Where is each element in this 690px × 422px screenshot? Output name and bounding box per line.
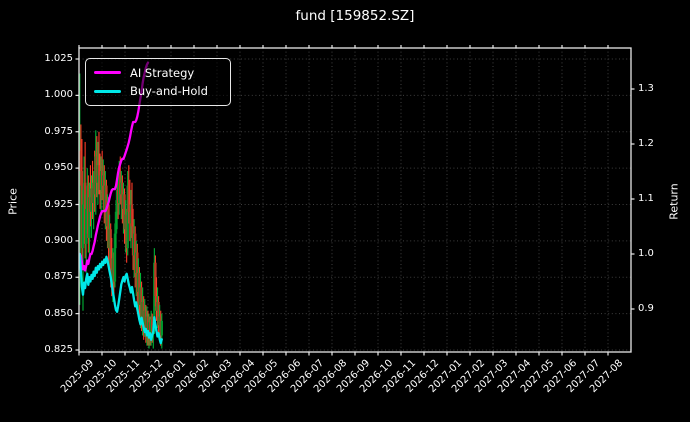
candle-body xyxy=(154,262,157,297)
buy-and-hold-line xyxy=(78,252,163,345)
ai-strategy-line xyxy=(78,61,150,272)
price-tick-label: 0.900 xyxy=(44,234,73,246)
buy-and-hold-line-swatch xyxy=(94,89,121,93)
candle-body xyxy=(107,204,110,249)
candle-body xyxy=(114,211,118,234)
candle-body xyxy=(79,150,83,172)
price-tick-label: 0.825 xyxy=(44,344,73,355)
legend: AI Strategy Buy-and-Hold xyxy=(85,58,231,106)
return-axis-label: Return xyxy=(667,183,681,220)
price-tick-label: 0.875 xyxy=(44,271,73,283)
candle-body xyxy=(153,262,156,332)
candle-body xyxy=(126,185,129,249)
legend-label-ai-strategy: AI Strategy xyxy=(130,65,195,80)
return-tick-label: 1.2 xyxy=(638,138,654,149)
price-tick-label: 0.975 xyxy=(44,125,73,137)
candle-body xyxy=(81,204,85,249)
candle-body xyxy=(97,165,101,176)
candle-body xyxy=(88,197,91,238)
legend-entry-buy-and-hold: Buy-and-Hold xyxy=(94,84,222,98)
candle-body xyxy=(130,204,134,227)
price-tick-label: 0.850 xyxy=(44,307,73,319)
legend-entry-ai-strategy: AI Strategy xyxy=(94,66,222,80)
return-tick-label: 1.0 xyxy=(638,248,654,259)
candle-body xyxy=(157,301,160,326)
price-tick-label: 1.000 xyxy=(44,89,73,101)
return-tick-label: 0.9 xyxy=(638,303,654,314)
candle-body xyxy=(127,185,130,212)
legend-label-buy-and-hold: Buy-and-Hold xyxy=(130,84,208,99)
candle-body xyxy=(113,233,117,282)
price-tick-label: 0.950 xyxy=(44,162,73,174)
return-tick-label: 1.1 xyxy=(638,193,654,204)
ai-strategy-line-swatch xyxy=(94,71,121,75)
candle-body xyxy=(109,229,112,270)
candle-body xyxy=(78,150,81,282)
candle-body xyxy=(123,194,126,230)
price-tick-label: 0.925 xyxy=(44,198,73,210)
return-tick-label: 1.3 xyxy=(638,83,654,94)
chart-title: fund [159852.SZ] xyxy=(295,8,415,24)
price-tick-label: 1.025 xyxy=(44,53,73,64)
price-axis-label: Price xyxy=(6,188,20,215)
candle-body xyxy=(136,252,139,292)
candle-body xyxy=(84,208,88,244)
candle-body xyxy=(160,320,164,336)
